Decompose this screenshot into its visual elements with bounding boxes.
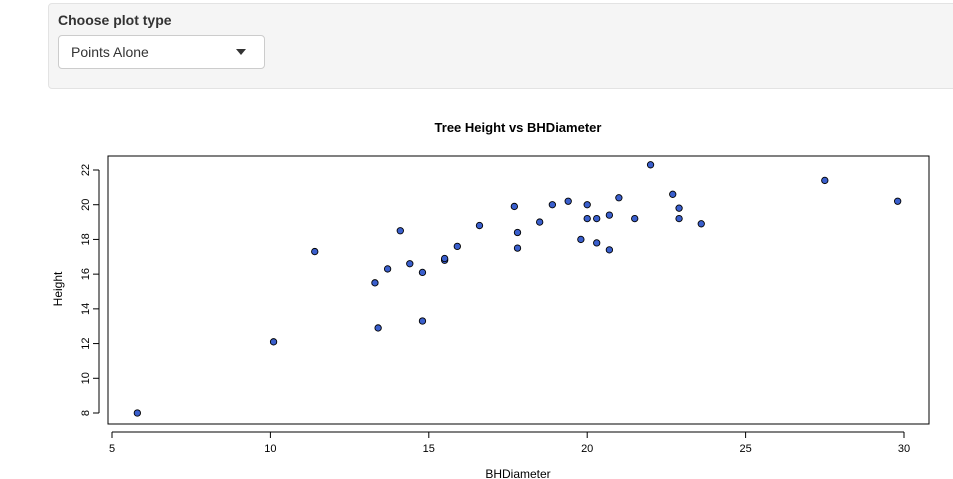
data-point <box>383 265 392 273</box>
data-point <box>605 246 614 254</box>
data-point <box>821 176 829 185</box>
data-point <box>269 338 278 346</box>
chart-title: Tree Height vs BHDiameter <box>435 120 602 135</box>
y-tick-label: 8 <box>80 410 92 416</box>
data-point <box>396 227 404 235</box>
data-point <box>675 214 683 223</box>
data-point <box>453 242 461 251</box>
data-point <box>593 214 601 223</box>
y-tick-label: 22 <box>80 164 92 176</box>
plot-frame <box>107 155 930 425</box>
data-point <box>311 247 319 256</box>
data-point <box>133 409 141 417</box>
y-tick-label: 18 <box>80 233 92 245</box>
data-point <box>593 239 601 247</box>
data-point <box>697 220 705 228</box>
control-panel: Choose plot type Points Alone <box>48 3 953 89</box>
data-point <box>583 201 591 209</box>
y-tick-label: 10 <box>80 372 92 384</box>
data-point <box>371 279 379 287</box>
data-point <box>440 254 449 263</box>
data-point <box>605 211 614 219</box>
data-point <box>577 235 585 244</box>
data-point <box>418 268 427 277</box>
data-point <box>646 161 655 169</box>
x-tick-label: 5 <box>109 443 115 455</box>
y-tick-label: 20 <box>80 199 92 211</box>
y-tick-label: 14 <box>80 303 92 315</box>
data-point <box>510 202 518 211</box>
data-points <box>133 161 902 417</box>
x-tick-label: 25 <box>739 443 751 455</box>
plot-type-label: Choose plot type <box>58 12 172 28</box>
data-point <box>675 204 683 212</box>
y-axis-label: Height <box>51 271 65 306</box>
data-point <box>513 244 522 252</box>
data-point <box>669 190 677 198</box>
data-point <box>536 218 544 226</box>
plot-type-selected-value: Points Alone <box>71 44 149 60</box>
data-point <box>564 197 572 205</box>
data-point <box>583 214 591 223</box>
y-tick-label: 12 <box>80 337 92 349</box>
y-tick-label: 16 <box>80 268 92 280</box>
data-point <box>631 214 639 223</box>
x-axis-label: BHDiameter <box>485 467 550 479</box>
data-point <box>418 317 427 325</box>
x-tick-label: 10 <box>264 443 276 455</box>
data-point <box>406 260 414 268</box>
data-point <box>513 228 522 237</box>
data-point <box>894 197 902 205</box>
data-point <box>548 201 557 209</box>
data-point <box>615 194 623 202</box>
axes: 5 10 15 20 25 30 8 10 12 14 16 18 20 22 <box>80 164 910 455</box>
data-point <box>475 221 484 230</box>
data-point <box>374 324 382 332</box>
x-tick-label: 30 <box>898 443 910 455</box>
dropdown-caret-icon <box>236 49 246 55</box>
plot-type-select[interactable]: Points Alone <box>58 35 265 69</box>
x-tick-label: 15 <box>423 443 435 455</box>
x-tick-label: 20 <box>581 443 593 455</box>
